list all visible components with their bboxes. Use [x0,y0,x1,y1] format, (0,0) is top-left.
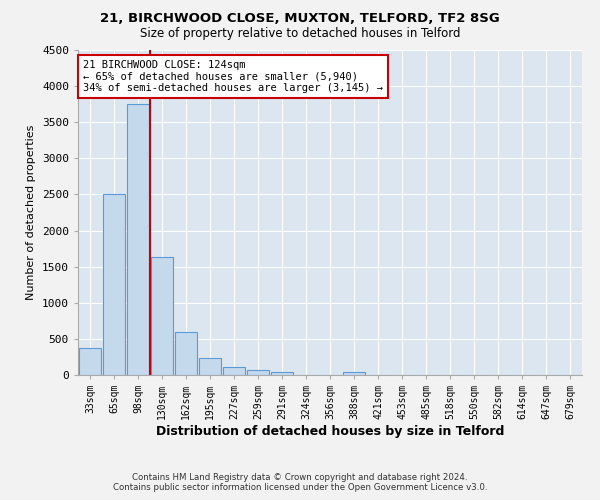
Bar [247,370,269,375]
Bar [175,332,197,375]
Bar [343,372,365,375]
Bar [79,348,101,375]
Bar [199,358,221,375]
Y-axis label: Number of detached properties: Number of detached properties [26,125,37,300]
Text: Size of property relative to detached houses in Telford: Size of property relative to detached ho… [140,28,460,40]
Bar [271,372,293,375]
Bar [127,104,149,375]
Bar [151,256,173,375]
Text: Contains HM Land Registry data © Crown copyright and database right 2024.
Contai: Contains HM Land Registry data © Crown c… [113,473,487,492]
Bar [103,194,125,375]
X-axis label: Distribution of detached houses by size in Telford: Distribution of detached houses by size … [156,425,504,438]
Text: 21 BIRCHWOOD CLOSE: 124sqm
← 65% of detached houses are smaller (5,940)
34% of s: 21 BIRCHWOOD CLOSE: 124sqm ← 65% of deta… [83,60,383,93]
Text: 21, BIRCHWOOD CLOSE, MUXTON, TELFORD, TF2 8SG: 21, BIRCHWOOD CLOSE, MUXTON, TELFORD, TF… [100,12,500,26]
Bar [223,367,245,375]
